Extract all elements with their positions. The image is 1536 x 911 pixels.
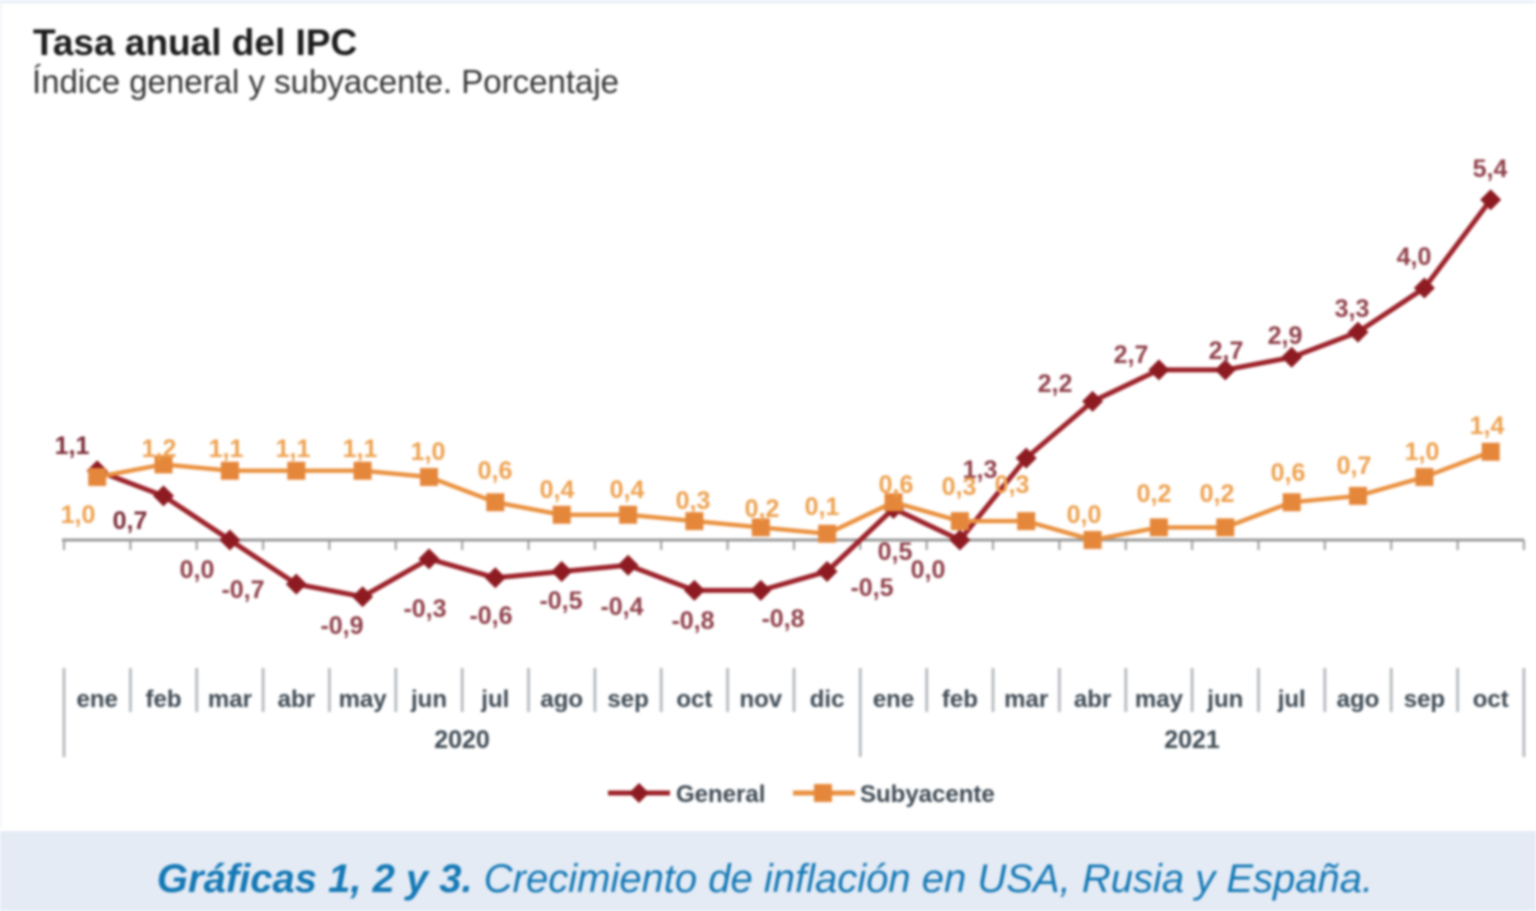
svg-text:0,0: 0,0 bbox=[911, 556, 946, 584]
svg-text:sep: sep bbox=[607, 686, 648, 713]
svg-text:jun: jun bbox=[1206, 686, 1243, 713]
svg-text:0,6: 0,6 bbox=[1271, 459, 1306, 487]
svg-text:feb: feb bbox=[942, 686, 978, 713]
svg-text:0,4: 0,4 bbox=[610, 476, 645, 504]
svg-text:-0,8: -0,8 bbox=[671, 607, 714, 635]
svg-text:1,1: 1,1 bbox=[276, 435, 311, 463]
svg-text:1,2: 1,2 bbox=[142, 435, 177, 463]
svg-text:mar: mar bbox=[208, 686, 252, 713]
svg-text:1,1: 1,1 bbox=[343, 435, 378, 463]
svg-text:feb: feb bbox=[146, 686, 182, 713]
svg-text:jun: jun bbox=[410, 686, 447, 713]
svg-text:5,4: 5,4 bbox=[1473, 155, 1508, 183]
svg-text:0,3: 0,3 bbox=[995, 471, 1030, 499]
svg-text:1,3: 1,3 bbox=[963, 456, 998, 484]
svg-text:-0,4: -0,4 bbox=[600, 593, 643, 621]
svg-text:sep: sep bbox=[1404, 686, 1445, 713]
svg-text:-0,9: -0,9 bbox=[320, 612, 363, 640]
svg-text:1,0: 1,0 bbox=[411, 438, 446, 466]
svg-text:0,7: 0,7 bbox=[1337, 452, 1372, 480]
svg-text:ago: ago bbox=[540, 686, 583, 713]
svg-text:Índice general y subyacente. P: Índice general y subyacente. Porcentaje bbox=[32, 63, 619, 100]
svg-text:-0,6: -0,6 bbox=[469, 602, 512, 630]
svg-text:oct: oct bbox=[676, 686, 712, 713]
svg-text:0,1: 0,1 bbox=[805, 493, 840, 521]
svg-text:abr: abr bbox=[278, 686, 315, 713]
svg-text:0,3: 0,3 bbox=[676, 487, 711, 515]
svg-text:jul: jul bbox=[480, 686, 509, 713]
svg-text:ene: ene bbox=[77, 686, 118, 713]
svg-text:Subyacente: Subyacente bbox=[860, 781, 995, 808]
svg-text:-0,5: -0,5 bbox=[850, 574, 893, 602]
svg-text:Gráficas 1, 2 y 3. Crecimiento: Gráficas 1, 2 y 3. Crecimiento de inflac… bbox=[157, 857, 1373, 901]
svg-text:-0,8: -0,8 bbox=[761, 605, 804, 633]
svg-text:0,5: 0,5 bbox=[878, 538, 913, 566]
svg-text:2,9: 2,9 bbox=[1268, 322, 1303, 350]
svg-text:2020: 2020 bbox=[434, 726, 490, 754]
svg-text:dic: dic bbox=[810, 686, 845, 713]
svg-text:oct: oct bbox=[1473, 686, 1509, 713]
svg-text:2,7: 2,7 bbox=[1209, 337, 1244, 365]
svg-text:1,0: 1,0 bbox=[61, 501, 96, 529]
svg-text:jul: jul bbox=[1277, 686, 1306, 713]
svg-text:ene: ene bbox=[873, 686, 914, 713]
svg-text:0,4: 0,4 bbox=[540, 476, 575, 504]
svg-text:0,2: 0,2 bbox=[1200, 480, 1235, 508]
svg-text:0,0: 0,0 bbox=[180, 556, 215, 584]
svg-text:-0,3: -0,3 bbox=[403, 595, 446, 623]
svg-text:ago: ago bbox=[1337, 686, 1380, 713]
svg-text:1,4: 1,4 bbox=[1470, 412, 1505, 440]
svg-text:may: may bbox=[339, 686, 388, 713]
svg-text:0,7: 0,7 bbox=[113, 507, 148, 535]
svg-text:abr: abr bbox=[1074, 686, 1111, 713]
svg-text:0,2: 0,2 bbox=[1137, 480, 1172, 508]
svg-text:-0,7: -0,7 bbox=[221, 576, 264, 604]
svg-text:Tasa anual del IPC: Tasa anual del IPC bbox=[33, 22, 357, 63]
svg-text:mar: mar bbox=[1004, 686, 1048, 713]
svg-text:3,3: 3,3 bbox=[1335, 295, 1370, 323]
svg-text:0,0: 0,0 bbox=[1067, 501, 1102, 529]
svg-text:nov: nov bbox=[739, 686, 782, 713]
svg-text:2021: 2021 bbox=[1164, 726, 1220, 754]
svg-text:0,2: 0,2 bbox=[745, 495, 780, 523]
svg-text:may: may bbox=[1135, 686, 1184, 713]
svg-text:2,7: 2,7 bbox=[1114, 341, 1149, 369]
svg-text:0,3: 0,3 bbox=[942, 473, 977, 501]
svg-text:0,6: 0,6 bbox=[879, 471, 914, 499]
svg-text:2,2: 2,2 bbox=[1038, 370, 1073, 398]
svg-text:0,6: 0,6 bbox=[478, 457, 513, 485]
svg-text:1,0: 1,0 bbox=[1405, 438, 1440, 466]
svg-text:4,0: 4,0 bbox=[1397, 243, 1432, 271]
svg-text:General: General bbox=[676, 781, 765, 808]
svg-text:1,1: 1,1 bbox=[209, 435, 244, 463]
svg-text:1,1: 1,1 bbox=[55, 432, 90, 460]
svg-text:-0,5: -0,5 bbox=[539, 587, 582, 615]
